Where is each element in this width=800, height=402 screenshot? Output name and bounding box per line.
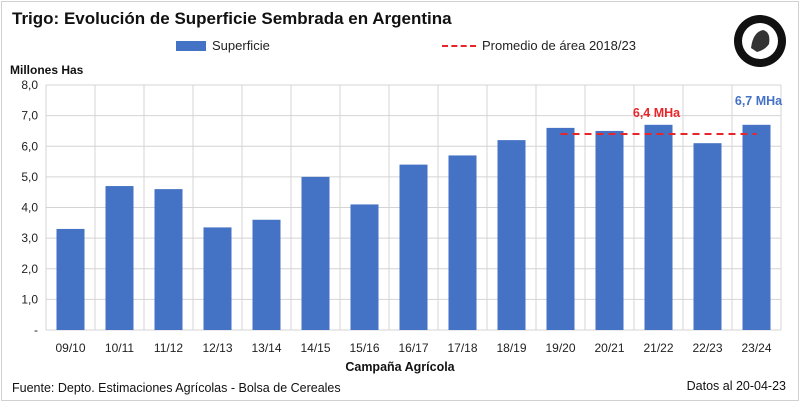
x-tick-label: 13/14 (251, 341, 281, 355)
bar-10/11 (105, 186, 134, 330)
legend-label: Promedio de área 2018/23 (482, 38, 636, 53)
bar-22/23 (693, 143, 722, 330)
x-axis-title: Campaña Agrícola (345, 360, 455, 374)
x-tick-label: 11/12 (154, 341, 183, 355)
y-tick-label: 4,0 (21, 201, 38, 215)
legend-superficie: Superficie (176, 38, 270, 53)
bar-18/19 (497, 140, 526, 330)
legend-label: Superficie (212, 38, 270, 53)
legend-swatch (176, 40, 206, 51)
y-tick-label: - (34, 323, 38, 337)
average-label: 6,4 MHa (633, 106, 681, 120)
x-tick-label: 19/20 (545, 341, 575, 355)
bar-14/15 (301, 176, 330, 330)
x-tick-label: 16/17 (398, 341, 428, 355)
x-tick-label: 10/11 (105, 341, 134, 355)
bar-19/20 (546, 127, 575, 330)
chart-title: Trigo: Evolución de Superficie Sembrada … (12, 9, 452, 28)
x-tick-label: 20/21 (594, 341, 624, 355)
x-tick-label: 17/18 (447, 341, 477, 355)
y-tick-label: 2,0 (21, 262, 38, 276)
bar-23/24 (742, 124, 771, 330)
bar-21/22 (644, 124, 673, 330)
x-tick-label: 09/10 (55, 341, 85, 355)
x-tick-label: 12/13 (202, 341, 232, 355)
x-tick-label: 14/15 (300, 341, 330, 355)
bar-12/13 (203, 227, 232, 330)
legend-dash (442, 44, 476, 47)
x-tick-label: 15/16 (349, 341, 379, 355)
y-tick-label: 8,0 (21, 78, 38, 92)
annotation-label: 6,7 MHa (735, 94, 783, 108)
bar-15/16 (350, 204, 379, 330)
bar-16/17 (399, 164, 428, 330)
x-tick-label: 23/24 (741, 341, 771, 355)
source-note: Fuente: Depto. Estimaciones Agrícolas - … (12, 381, 341, 395)
bar-17/18 (448, 155, 477, 330)
x-tick-label: 22/23 (692, 341, 722, 355)
legend-promedio: Promedio de área 2018/23 (442, 38, 636, 53)
date-note: Datos al 20-04-23 (686, 379, 786, 393)
y-tick-label: 3,0 (21, 231, 38, 245)
x-tick-label: 21/22 (643, 341, 673, 355)
y-axis-title: Millones Has (10, 63, 84, 77)
bar-09/10 (56, 228, 85, 330)
bar-13/14 (252, 219, 281, 330)
y-tick-label: 7,0 (21, 109, 38, 123)
bolsa-cereales-logo (734, 15, 786, 67)
x-tick-label: 18/19 (496, 341, 526, 355)
y-tick-label: 6,0 (21, 139, 38, 153)
y-tick-label: 5,0 (21, 170, 38, 184)
y-tick-label: 1,0 (21, 292, 38, 306)
bar-20/21 (595, 130, 624, 330)
bar-11/12 (154, 189, 183, 330)
